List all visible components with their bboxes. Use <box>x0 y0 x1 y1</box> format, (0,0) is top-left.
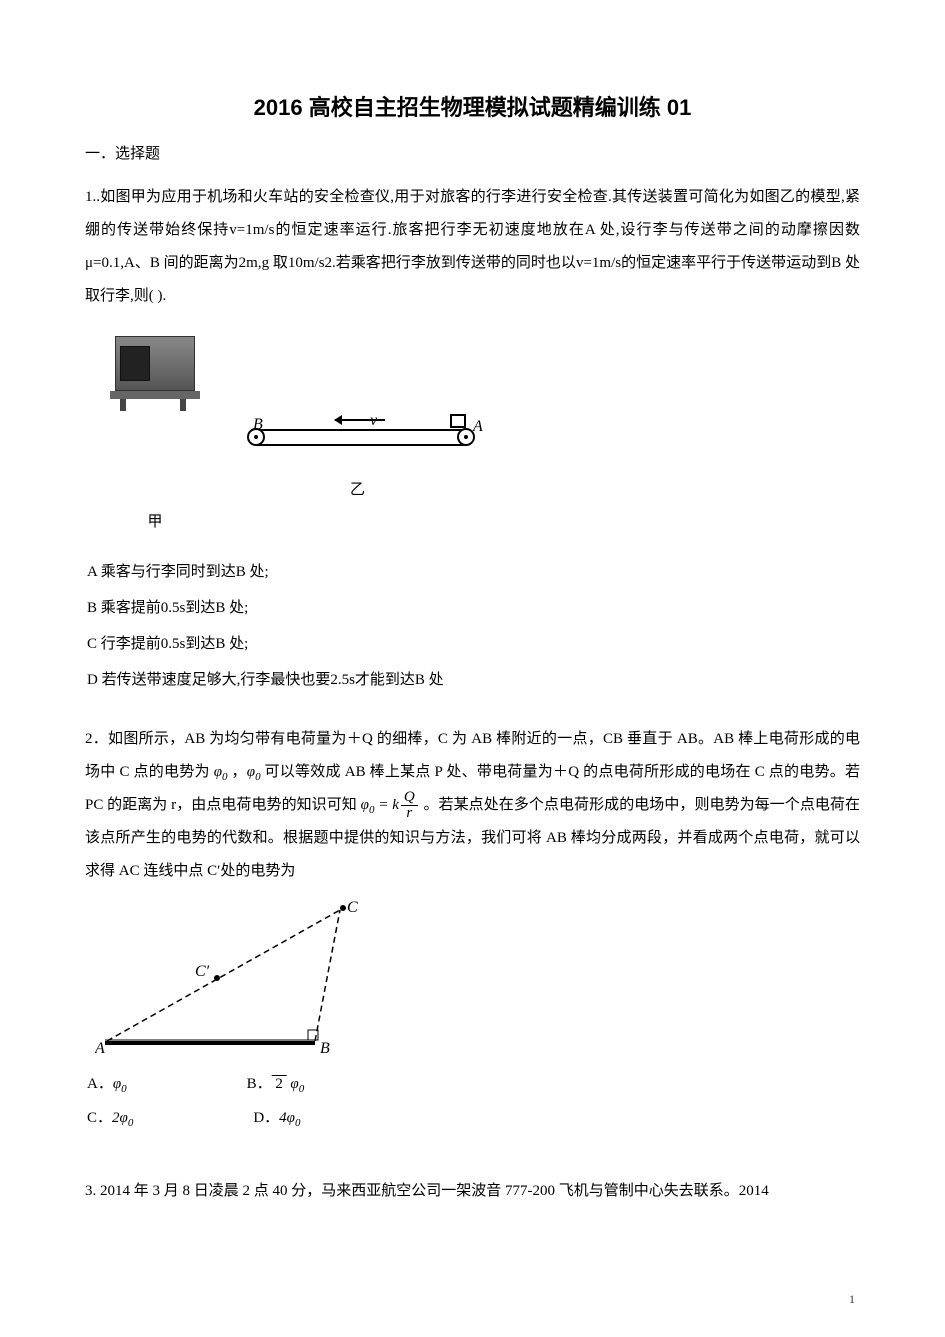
q2-text: 2．如图所示，AB 为均匀带有电荷量为＋Q 的细棒，C 为 AB 棒附近的一点，… <box>85 723 860 888</box>
fraction: Qr <box>401 790 418 821</box>
phi0: φ0 <box>214 764 228 780</box>
pulley-left <box>247 428 265 446</box>
pulley-right <box>457 428 475 446</box>
formula-phi: φ0 <box>361 797 375 813</box>
q1-option-a: A 乘客与行李同时到达B 处; <box>87 554 860 590</box>
label-yi: 乙 <box>350 474 365 507</box>
q2-options-row1: A．φ0 B． 2 φ0 <box>87 1068 860 1101</box>
belt-bottom-line <box>255 444 465 446</box>
frac-num: Q <box>401 790 418 806</box>
q1-figures: 甲 B v A 乙 <box>105 328 860 539</box>
belt-box <box>450 414 466 428</box>
belt-top-line <box>255 429 465 431</box>
frac-den: r <box>401 806 418 821</box>
scanner-figure <box>105 328 205 418</box>
q2-p2: ， <box>228 764 247 780</box>
triangle-svg: A B C C′ <box>95 898 375 1058</box>
tri-label-cp: C′ <box>195 963 210 980</box>
q1-option-d: D 若传送带速度足够大,行李最快也要2.5s才能到达B 处 <box>87 662 860 698</box>
question-1: 1..如图甲为应用于机场和火车站的安全检查仪,用于对旅客的行李进行安全检查.其传… <box>85 181 860 698</box>
page-title: 2016 高校自主招生物理模拟试题精编训练 01 <box>85 90 860 122</box>
section-header: 一．选择题 <box>85 142 860 163</box>
page-number: 1 <box>849 1292 855 1307</box>
q2-option-d: D．4φ0 <box>253 1102 300 1135</box>
formula-eq: = k <box>374 797 398 813</box>
q2-option-c: C．2φ0 <box>87 1102 133 1135</box>
question-2: 2．如图所示，AB 为均匀带有电荷量为＋Q 的细棒，C 为 AB 棒附近的一点，… <box>85 723 860 1135</box>
q1-num: 1. <box>85 189 96 205</box>
q3-text: 3. 2014 年 3 月 8 日凌晨 2 点 40 分，马来西亚航空公司一架波… <box>85 1175 860 1208</box>
belt-figure: B v A 乙 <box>245 389 485 479</box>
q1-body: .如图甲为应用于机场和火车站的安全检查仪,用于对旅客的行李进行安全检查.其传送装… <box>85 189 860 304</box>
scanner-base <box>110 391 200 399</box>
phi0: φ0 <box>247 764 261 780</box>
tri-label-a: A <box>95 1040 105 1057</box>
q2-option-a: A．φ0 <box>87 1068 127 1101</box>
scanner-leg <box>180 399 186 411</box>
q1-text: 1..如图甲为应用于机场和火车站的安全检查仪,用于对旅客的行李进行安全检查.其传… <box>85 181 860 313</box>
pulley-dot <box>254 435 258 439</box>
pulley-dot <box>464 435 468 439</box>
scanner-opening <box>120 346 150 381</box>
label-jia: 甲 <box>105 506 205 539</box>
triangle-figure: A B C C′ <box>95 898 375 1058</box>
q1-option-c: C 行李提前0.5s到达B 处; <box>87 626 860 662</box>
scanner-container: 甲 <box>105 328 205 539</box>
q2-options-row2: C．2φ0 D．4φ0 <box>87 1102 860 1135</box>
velocity-arrow <box>335 419 385 421</box>
q1-option-b: B 乘客提前0.5s到达B 处; <box>87 590 860 626</box>
scanner-leg <box>120 399 126 411</box>
tri-label-b: B <box>320 1040 330 1057</box>
question-3: 3. 2014 年 3 月 8 日凌晨 2 点 40 分，马来西亚航空公司一架波… <box>85 1175 860 1208</box>
tri-label-c: C <box>347 899 358 916</box>
q2-option-b: B． 2 φ0 <box>247 1068 305 1101</box>
